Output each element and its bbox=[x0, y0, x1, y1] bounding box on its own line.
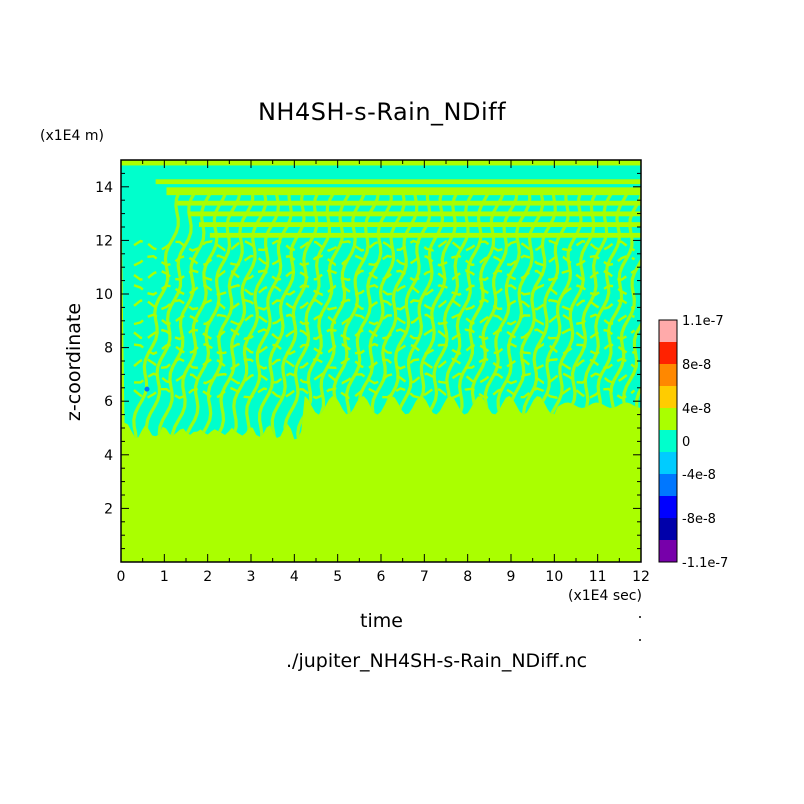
x-tick-label: 8 bbox=[463, 569, 472, 585]
colorbar-segment bbox=[659, 320, 677, 343]
wave-layer bbox=[133, 328, 636, 341]
x-tick-label: 0 bbox=[117, 569, 126, 585]
colorbar-segment bbox=[659, 408, 677, 431]
y-tick-label: 12 bbox=[95, 233, 113, 249]
colorbar-label: -4e-8 bbox=[682, 468, 716, 483]
y-axis-unit: (x1E4 m) bbox=[40, 128, 104, 144]
y-tick-label: 4 bbox=[104, 448, 113, 464]
wave-layer bbox=[134, 372, 635, 385]
x-axis: 0 1 2 3 4 5 6 7 8 9 10 11 12 bbox=[117, 160, 650, 585]
colorbar-segment bbox=[659, 430, 677, 453]
chart-title: NH4SH-s-Rain_NDiff bbox=[257, 98, 507, 126]
wave-layer bbox=[133, 283, 635, 297]
upper-layer-stripe bbox=[188, 211, 641, 217]
x-tick-label: 3 bbox=[247, 569, 256, 585]
upper-layer-stripe bbox=[177, 200, 642, 206]
colorbar-frame bbox=[658, 319, 678, 563]
colorbar: 1.1e-7 8e-8 4e-8 0 -4e-8 -8e-8 -1.1e-7 bbox=[658, 314, 728, 571]
y-axis: 2 4 6 8 10 12 14 bbox=[95, 159, 641, 550]
upper-layer-stripe bbox=[209, 232, 642, 238]
x-tick-label: 10 bbox=[545, 569, 563, 585]
upper-layer-stripe bbox=[199, 222, 641, 227]
colorbar-label: 8e-8 bbox=[682, 358, 711, 373]
x-tick-label: 2 bbox=[203, 569, 212, 585]
wave-layer bbox=[133, 269, 636, 282]
x-tick-label: 1 bbox=[160, 569, 169, 585]
x-axis-label: time bbox=[360, 610, 403, 632]
colorbar-segment bbox=[659, 518, 677, 541]
y-tick-label: 2 bbox=[104, 501, 113, 517]
x-tick-label: 6 bbox=[377, 569, 386, 585]
y-tick-label: 10 bbox=[95, 287, 113, 303]
wave-band bbox=[627, 191, 641, 440]
upper-layer-stripe bbox=[166, 187, 641, 196]
wave-layer bbox=[133, 357, 636, 370]
wave-layer bbox=[133, 342, 635, 356]
x-axis-unit: (x1E4 sec) bbox=[568, 588, 642, 604]
wave-band bbox=[598, 192, 641, 440]
colorbar-segment bbox=[659, 452, 677, 475]
colorbar-label: 1.1e-7 bbox=[682, 314, 724, 329]
wave-layer bbox=[133, 298, 636, 311]
colorbar-label: 4e-8 bbox=[682, 402, 711, 417]
x-tick-label: 12 bbox=[632, 569, 650, 585]
wave-band bbox=[144, 191, 197, 440]
y-tick-label: 8 bbox=[104, 341, 113, 357]
colorbar-segment bbox=[659, 386, 677, 409]
wave-band bbox=[157, 191, 213, 440]
source-file-label: ./jupiter_NH4SH-s-Rain_NDiff.nc bbox=[286, 650, 588, 672]
wave-layer bbox=[133, 239, 636, 252]
wave-layer bbox=[133, 254, 636, 267]
y-tick-label: 14 bbox=[95, 180, 113, 196]
colorbar-segment bbox=[659, 496, 677, 519]
colorbar-segment bbox=[659, 342, 677, 365]
x-tick-label: 7 bbox=[420, 569, 429, 585]
axis-end-markers bbox=[639, 616, 641, 641]
plot-area bbox=[121, 160, 642, 562]
wave-bands bbox=[132, 191, 641, 440]
colorbar-label: -1.1e-7 bbox=[682, 556, 728, 571]
wave-layer bbox=[133, 313, 635, 326]
x-tick-label: 4 bbox=[290, 569, 299, 585]
colorbar-label: 0 bbox=[682, 435, 690, 450]
x-tick-label: 5 bbox=[333, 569, 342, 585]
upper-layer-stripe bbox=[155, 179, 641, 185]
colorbar-segment bbox=[659, 474, 677, 497]
x-tick-label: 9 bbox=[507, 569, 516, 585]
colorbar-label: -8e-8 bbox=[682, 512, 716, 527]
colorbar-segment bbox=[659, 540, 677, 563]
colorbar-segment bbox=[659, 364, 677, 387]
local-spot bbox=[144, 386, 150, 392]
y-tick-label: 6 bbox=[104, 394, 113, 410]
wave-layer bbox=[133, 386, 636, 400]
x-tick-label: 11 bbox=[589, 569, 607, 585]
wave-band bbox=[132, 191, 181, 440]
